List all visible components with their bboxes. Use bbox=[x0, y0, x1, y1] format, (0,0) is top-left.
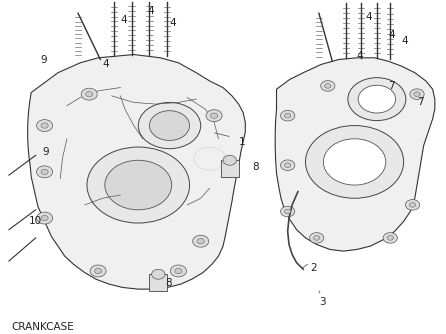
Bar bbox=[221, 160, 239, 177]
Circle shape bbox=[175, 268, 182, 274]
Text: 4: 4 bbox=[120, 15, 127, 25]
Circle shape bbox=[409, 202, 416, 207]
Text: 8: 8 bbox=[252, 162, 259, 172]
Text: 4: 4 bbox=[103, 59, 109, 69]
Circle shape bbox=[86, 92, 93, 97]
Text: 4: 4 bbox=[366, 12, 372, 22]
Circle shape bbox=[323, 139, 386, 185]
Text: 9: 9 bbox=[40, 54, 47, 64]
Circle shape bbox=[41, 123, 48, 128]
Circle shape bbox=[348, 77, 406, 121]
Circle shape bbox=[223, 155, 236, 165]
Circle shape bbox=[414, 92, 420, 97]
Circle shape bbox=[105, 160, 172, 210]
Circle shape bbox=[41, 215, 48, 221]
Circle shape bbox=[410, 89, 424, 100]
Circle shape bbox=[358, 85, 396, 113]
Circle shape bbox=[306, 126, 404, 198]
Text: 7: 7 bbox=[388, 81, 395, 91]
Text: 4: 4 bbox=[169, 18, 176, 28]
Circle shape bbox=[37, 166, 53, 178]
Text: 4: 4 bbox=[388, 30, 395, 40]
Circle shape bbox=[193, 235, 209, 247]
Circle shape bbox=[41, 169, 48, 174]
Circle shape bbox=[87, 147, 190, 223]
Circle shape bbox=[281, 160, 295, 170]
Polygon shape bbox=[275, 58, 435, 251]
Circle shape bbox=[81, 88, 97, 100]
Text: 8: 8 bbox=[165, 278, 172, 288]
Circle shape bbox=[95, 268, 102, 274]
Circle shape bbox=[152, 269, 165, 279]
Text: 7: 7 bbox=[417, 98, 424, 108]
Text: 4: 4 bbox=[147, 6, 154, 16]
Text: 2: 2 bbox=[310, 263, 317, 273]
Text: 1: 1 bbox=[239, 137, 245, 147]
Circle shape bbox=[321, 80, 335, 91]
Circle shape bbox=[37, 120, 53, 132]
Circle shape bbox=[149, 111, 190, 140]
Text: CRANKCASE: CRANKCASE bbox=[11, 322, 74, 332]
Circle shape bbox=[285, 209, 291, 214]
Text: 10: 10 bbox=[29, 216, 42, 226]
Circle shape bbox=[310, 232, 324, 243]
Circle shape bbox=[211, 113, 218, 118]
Circle shape bbox=[285, 163, 291, 168]
Circle shape bbox=[285, 113, 291, 118]
Circle shape bbox=[325, 84, 331, 88]
Text: 9: 9 bbox=[42, 147, 49, 157]
Text: 4: 4 bbox=[401, 36, 408, 46]
Text: 4: 4 bbox=[357, 51, 363, 61]
Circle shape bbox=[281, 110, 295, 121]
Circle shape bbox=[383, 232, 397, 243]
Bar bbox=[149, 274, 167, 291]
Circle shape bbox=[314, 235, 320, 240]
Circle shape bbox=[90, 265, 106, 277]
Circle shape bbox=[206, 110, 222, 122]
Circle shape bbox=[197, 238, 204, 244]
Circle shape bbox=[138, 103, 201, 149]
Polygon shape bbox=[28, 54, 245, 289]
Circle shape bbox=[170, 265, 186, 277]
Circle shape bbox=[37, 212, 53, 224]
Circle shape bbox=[281, 206, 295, 217]
Circle shape bbox=[387, 235, 393, 240]
Circle shape bbox=[405, 200, 420, 210]
Text: 3: 3 bbox=[319, 297, 326, 307]
